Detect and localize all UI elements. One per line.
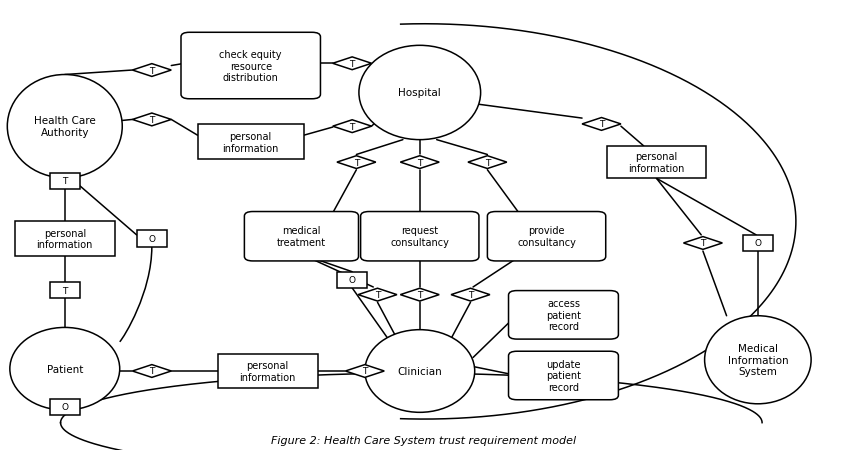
Text: request
consultancy: request consultancy	[390, 226, 449, 248]
Bar	[49, 282, 80, 299]
Text: T: T	[362, 367, 367, 376]
FancyBboxPatch shape	[244, 212, 359, 262]
Text: T: T	[149, 367, 154, 376]
Polygon shape	[683, 237, 722, 250]
Text: T: T	[349, 122, 354, 131]
Text: personal
information: personal information	[222, 132, 279, 153]
FancyBboxPatch shape	[488, 212, 605, 262]
Text: T: T	[485, 158, 490, 167]
Polygon shape	[132, 64, 171, 77]
Polygon shape	[132, 114, 171, 127]
Text: T: T	[700, 239, 706, 248]
Text: T: T	[149, 66, 154, 75]
Text: Clinician: Clinician	[398, 366, 442, 376]
Text: Hospital: Hospital	[399, 88, 441, 98]
Polygon shape	[332, 58, 371, 70]
Text: Figure 2: Health Care System trust requirement model: Figure 2: Health Care System trust requi…	[271, 435, 577, 445]
Text: T: T	[149, 115, 154, 124]
Text: T: T	[599, 120, 604, 129]
Bar	[49, 399, 80, 415]
Ellipse shape	[705, 316, 811, 404]
Text: Patient: Patient	[47, 364, 83, 374]
Polygon shape	[451, 289, 490, 301]
Text: O: O	[755, 239, 762, 248]
Bar	[606, 147, 706, 179]
Text: T: T	[62, 177, 68, 186]
Text: Health Care
Authority: Health Care Authority	[34, 116, 96, 138]
Bar	[337, 272, 367, 288]
Text: T: T	[62, 286, 68, 295]
Polygon shape	[400, 289, 439, 301]
Text: personal
information: personal information	[36, 228, 93, 250]
Text: personal
information: personal information	[628, 152, 684, 174]
Text: provide
consultancy: provide consultancy	[517, 226, 576, 248]
Polygon shape	[332, 120, 371, 133]
Text: O: O	[349, 276, 355, 285]
Text: O: O	[148, 235, 155, 244]
Text: T: T	[375, 290, 380, 299]
Text: T: T	[354, 158, 359, 167]
Polygon shape	[337, 156, 376, 169]
Bar	[198, 125, 304, 160]
Bar	[743, 235, 773, 252]
Bar	[137, 231, 167, 247]
Polygon shape	[132, 365, 171, 377]
Text: T: T	[349, 60, 354, 69]
FancyBboxPatch shape	[181, 33, 321, 100]
Bar	[218, 354, 317, 388]
Polygon shape	[358, 289, 397, 301]
Text: access
patient
record: access patient record	[546, 299, 581, 331]
Ellipse shape	[8, 75, 122, 179]
Text: Medical
Information
System: Medical Information System	[728, 343, 788, 377]
Polygon shape	[345, 365, 384, 377]
Bar	[49, 174, 80, 189]
FancyBboxPatch shape	[509, 291, 618, 339]
Text: T: T	[417, 290, 422, 299]
Polygon shape	[400, 156, 439, 169]
Ellipse shape	[10, 328, 120, 410]
Text: personal
information: personal information	[239, 360, 296, 382]
FancyBboxPatch shape	[509, 351, 618, 400]
Polygon shape	[582, 118, 621, 131]
Text: check equity
resource
distribution: check equity resource distribution	[220, 50, 282, 83]
Text: medical
treatment: medical treatment	[277, 226, 326, 248]
Polygon shape	[468, 156, 507, 169]
Ellipse shape	[365, 330, 475, 412]
FancyBboxPatch shape	[360, 212, 479, 262]
Text: T: T	[417, 158, 422, 167]
Bar	[15, 221, 114, 257]
Text: update
patient
record: update patient record	[546, 359, 581, 392]
Text: T: T	[468, 290, 473, 299]
Text: O: O	[61, 403, 69, 411]
Ellipse shape	[359, 46, 481, 140]
